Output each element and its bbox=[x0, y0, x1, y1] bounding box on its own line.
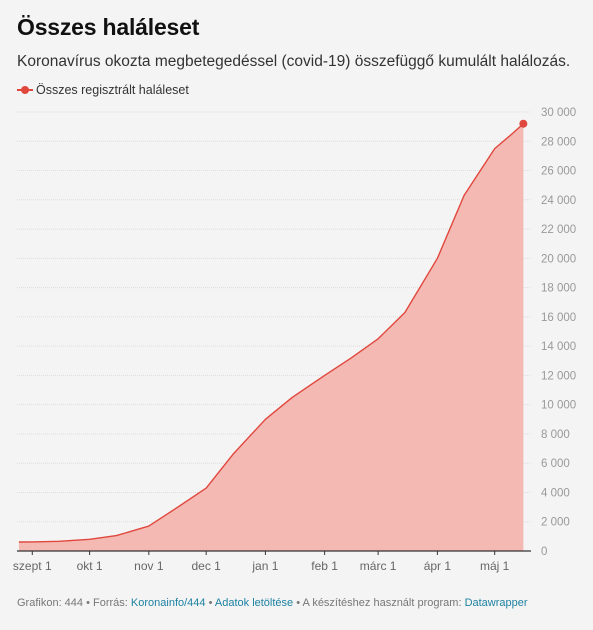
x-tick-label: márc 1 bbox=[360, 559, 397, 573]
footer-tool-text: • A készítéshez használt program: bbox=[293, 597, 465, 609]
y-tick-label: 16 000 bbox=[541, 312, 576, 324]
y-tick-label: 14 000 bbox=[541, 341, 576, 353]
y-tick-label: 22 000 bbox=[541, 224, 576, 236]
chart-title: Összes haláleset bbox=[17, 14, 200, 40]
x-tick-label: okt 1 bbox=[77, 559, 103, 573]
chart-subtitle: Koronavírus okozta megbetegedéssel (covi… bbox=[17, 53, 571, 70]
y-tick-label: 10 000 bbox=[541, 400, 576, 412]
footer-credit: Grafikon: 444 • Forrás: bbox=[17, 597, 131, 609]
footer: Grafikon: 444 • Forrás: Koronainfo/444 •… bbox=[17, 597, 528, 609]
datawrapper-link[interactable]: Datawrapper bbox=[464, 597, 528, 609]
y-tick-label: 8 000 bbox=[541, 429, 570, 441]
series-end-point bbox=[519, 119, 528, 128]
y-tick-label: 26 000 bbox=[541, 166, 576, 178]
x-tick-label: dec 1 bbox=[191, 559, 221, 573]
source-link[interactable]: Koronainfo/444 bbox=[130, 597, 206, 609]
y-tick-label: 2 000 bbox=[541, 517, 570, 529]
download-data-link[interactable]: Adatok letöltése bbox=[214, 597, 294, 609]
x-tick-label: ápr 1 bbox=[424, 559, 452, 573]
y-tick-label: 18 000 bbox=[541, 283, 576, 295]
x-tick-label: szept 1 bbox=[13, 559, 52, 573]
y-tick-label: 12 000 bbox=[541, 370, 576, 382]
legend-label: Összes regisztrált haláleset bbox=[36, 83, 189, 97]
footer-separator: • bbox=[205, 597, 215, 609]
y-tick-label: 0 bbox=[541, 546, 547, 558]
y-tick-label: 24 000 bbox=[541, 195, 576, 207]
chart-area: 0 2 000 4 000 6 000 8 000 10 000 12 000 14 000 1… bbox=[13, 107, 576, 573]
x-tick-label: jan 1 bbox=[251, 559, 278, 573]
y-tick-label: 4 000 bbox=[541, 487, 570, 499]
y-tick-label: 6 000 bbox=[541, 458, 570, 470]
series-area bbox=[18, 123, 524, 551]
x-tick-label: feb 1 bbox=[311, 559, 338, 573]
y-tick-label: 20 000 bbox=[541, 253, 576, 265]
series-line bbox=[18, 123, 524, 543]
legend: Összes regisztrált haláleset bbox=[17, 83, 189, 97]
y-tick-label: 28 000 bbox=[541, 136, 576, 148]
x-tick-label: máj 1 bbox=[480, 559, 510, 573]
y-tick-label: 30 000 bbox=[541, 107, 576, 119]
legend-marker-icon bbox=[17, 85, 33, 95]
x-tick-label: nov 1 bbox=[134, 559, 164, 573]
